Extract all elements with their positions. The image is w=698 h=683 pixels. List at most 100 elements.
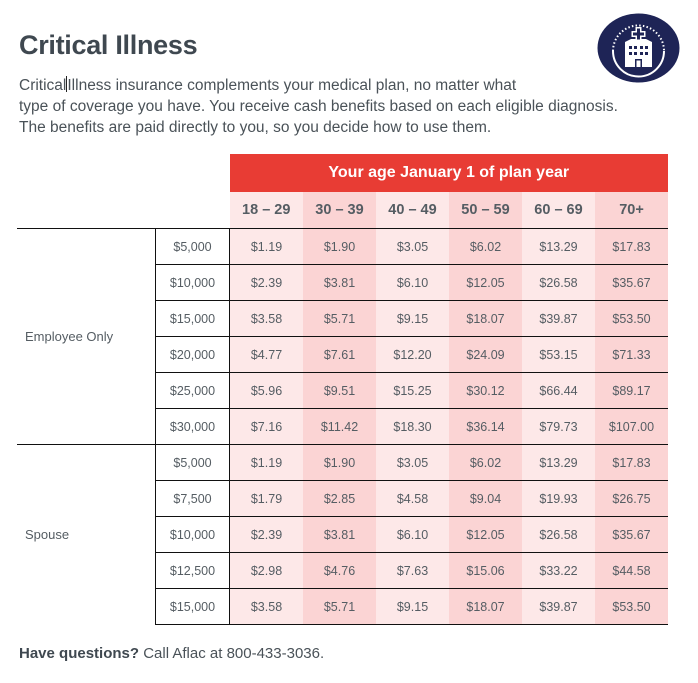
rate-cell: $1.90 xyxy=(303,444,376,481)
rate-cell: $3.81 xyxy=(303,264,376,301)
coverage-group-label: Spouse xyxy=(17,444,156,625)
table-row: $12,500 $2.98 $4.76 $7.63 $15.06 $33.22 $44.58 xyxy=(17,552,668,589)
rate-cell: $2.39 xyxy=(229,264,303,301)
footer-phone-text: Call Aflac at 800-433-3036. xyxy=(139,645,325,662)
intro-line-3: The benefits are paid directly to you, s… xyxy=(19,119,492,136)
benefit-amount: $25,000 xyxy=(155,372,230,409)
rate-cell: $53.50 xyxy=(595,588,668,625)
rate-cell: $33.22 xyxy=(522,552,595,589)
age-column-header: 30 – 39 xyxy=(303,192,376,229)
table-row: $20,000 $4.77 $7.61 $12.20 $24.09 $53.15 $71.3… xyxy=(17,336,668,373)
rate-cell: $18.30 xyxy=(376,408,449,445)
benefit-amount: $10,000 xyxy=(155,516,230,553)
rate-cell: $1.90 xyxy=(303,228,376,265)
coverage-group-label: Employee Only xyxy=(17,228,156,445)
rates-table: Your age January 1 of plan year 18 – 29 3… xyxy=(17,154,668,625)
rate-cell: $3.58 xyxy=(229,300,303,337)
rate-cell: $18.07 xyxy=(449,300,522,337)
age-column-header: 70+ xyxy=(595,192,668,229)
rate-cell: $2.85 xyxy=(303,480,376,517)
hospital-building-icon xyxy=(597,13,680,83)
rate-cell: $39.87 xyxy=(522,588,595,625)
rate-cell: $7.16 xyxy=(229,408,303,445)
rate-cell: $18.07 xyxy=(449,588,522,625)
rate-cell: $26.58 xyxy=(522,516,595,553)
rate-cell: $3.58 xyxy=(229,588,303,625)
benefit-amount: $10,000 xyxy=(155,264,230,301)
rate-cell: $53.15 xyxy=(522,336,595,373)
rate-cell: $4.58 xyxy=(376,480,449,517)
rate-cell: $3.81 xyxy=(303,516,376,553)
rate-cell: $5.71 xyxy=(303,300,376,337)
benefit-amount: $20,000 xyxy=(155,336,230,373)
rate-cell: $53.50 xyxy=(595,300,668,337)
table-row: $10,000 $2.39 $3.81 $6.10 $12.05 $26.58 $35.67 xyxy=(17,264,668,301)
rate-cell: $79.73 xyxy=(522,408,595,445)
rate-cell: $26.58 xyxy=(522,264,595,301)
rate-cell: $44.58 xyxy=(595,552,668,589)
rate-cell: $12.05 xyxy=(449,516,522,553)
rate-cell: $30.12 xyxy=(449,372,522,409)
age-band-header: Your age January 1 of plan year xyxy=(229,154,668,192)
page-title: Critical Illness xyxy=(19,30,198,60)
rate-cell: $11.42 xyxy=(303,408,376,445)
age-column-header: 60 – 69 xyxy=(522,192,595,229)
text-cursor xyxy=(66,76,68,92)
age-column-header: 18 – 29 xyxy=(229,192,303,229)
rate-cell: $17.83 xyxy=(595,444,668,481)
rate-cell: $17.83 xyxy=(595,228,668,265)
rate-cell: $6.02 xyxy=(449,444,522,481)
intro-line-2: type of coverage you have. You receive c… xyxy=(19,98,618,115)
rate-cell: $12.05 xyxy=(449,264,522,301)
rate-cell: $15.25 xyxy=(376,372,449,409)
rate-cell: $24.09 xyxy=(449,336,522,373)
rate-cell: $13.29 xyxy=(522,444,595,481)
rate-cell: $71.33 xyxy=(595,336,668,373)
benefit-amount: $5,000 xyxy=(155,444,230,481)
table-row: Employee Only $5,000 $1.19 $1.90 $3.05 $6.02 $… xyxy=(17,228,668,445)
rate-cell: $89.17 xyxy=(595,372,668,409)
rate-cell: $15.06 xyxy=(449,552,522,589)
rate-cell: $35.67 xyxy=(595,264,668,301)
table-row: $25,000 $5.96 $9.51 $15.25 $30.12 $66.44 $89.1… xyxy=(17,372,668,409)
rate-cell: $26.75 xyxy=(595,480,668,517)
rate-cell: $7.63 xyxy=(376,552,449,589)
rate-cell: $3.05 xyxy=(376,228,449,265)
benefit-amount: $15,000 xyxy=(155,588,230,625)
benefit-amount: $7,500 xyxy=(155,480,230,517)
footer-bold: Have questions? xyxy=(19,645,140,662)
rate-cell: $6.10 xyxy=(376,264,449,301)
age-column-header: 50 – 59 xyxy=(449,192,522,229)
table-row: $15,000 $3.58 $5.71 $9.15 $18.07 $39.87 $53.50 xyxy=(17,300,668,337)
rate-cell: $9.51 xyxy=(303,372,376,409)
rate-cell: $2.39 xyxy=(229,516,303,553)
benefit-amount: $12,500 xyxy=(155,552,230,589)
rate-cell: $4.77 xyxy=(229,336,303,373)
rate-cell: $107.00 xyxy=(595,408,668,445)
table-row: $7,500 $1.79 $2.85 $4.58 $9.04 $19.93 $26.75 xyxy=(17,480,668,517)
rate-cell: $4.76 xyxy=(303,552,376,589)
rate-cell: $5.71 xyxy=(303,588,376,625)
rate-cell: $6.02 xyxy=(449,228,522,265)
benefit-amount: $5,000 xyxy=(155,228,230,265)
rate-cell: $9.04 xyxy=(449,480,522,517)
intro-paragraph: CriticalIllness insurance complements yo… xyxy=(19,75,659,138)
rate-cell: $39.87 xyxy=(522,300,595,337)
rate-cell: $35.67 xyxy=(595,516,668,553)
footer-contact: Have questions? Call Aflac at 800-433-30… xyxy=(19,645,324,662)
rate-cell: $66.44 xyxy=(522,372,595,409)
table-row: $30,000 $7.16 $11.42 $18.30 $36.14 $79.73 $107… xyxy=(17,408,668,445)
table-row: Spouse $5,000 $1.19 $1.90 $3.05 $6.02 $13.29 $1… xyxy=(17,444,668,625)
rate-cell: $7.61 xyxy=(303,336,376,373)
rate-cell: $1.19 xyxy=(229,444,303,481)
rate-cell: $6.10 xyxy=(376,516,449,553)
rate-cell: $36.14 xyxy=(449,408,522,445)
table-row: $10,000 $2.39 $3.81 $6.10 $12.05 $26.58 $35.67 xyxy=(17,516,668,553)
rate-cell: $9.15 xyxy=(376,588,449,625)
benefit-amount: $15,000 xyxy=(155,300,230,337)
rate-cell: $13.29 xyxy=(522,228,595,265)
rate-cell: $9.15 xyxy=(376,300,449,337)
intro-line-1: CriticalIllness insurance complements yo… xyxy=(19,76,517,94)
table-row: $15,000 $3.58 $5.71 $9.15 $18.07 $39.87 $53.50 xyxy=(17,588,668,625)
rate-cell: $12.20 xyxy=(376,336,449,373)
